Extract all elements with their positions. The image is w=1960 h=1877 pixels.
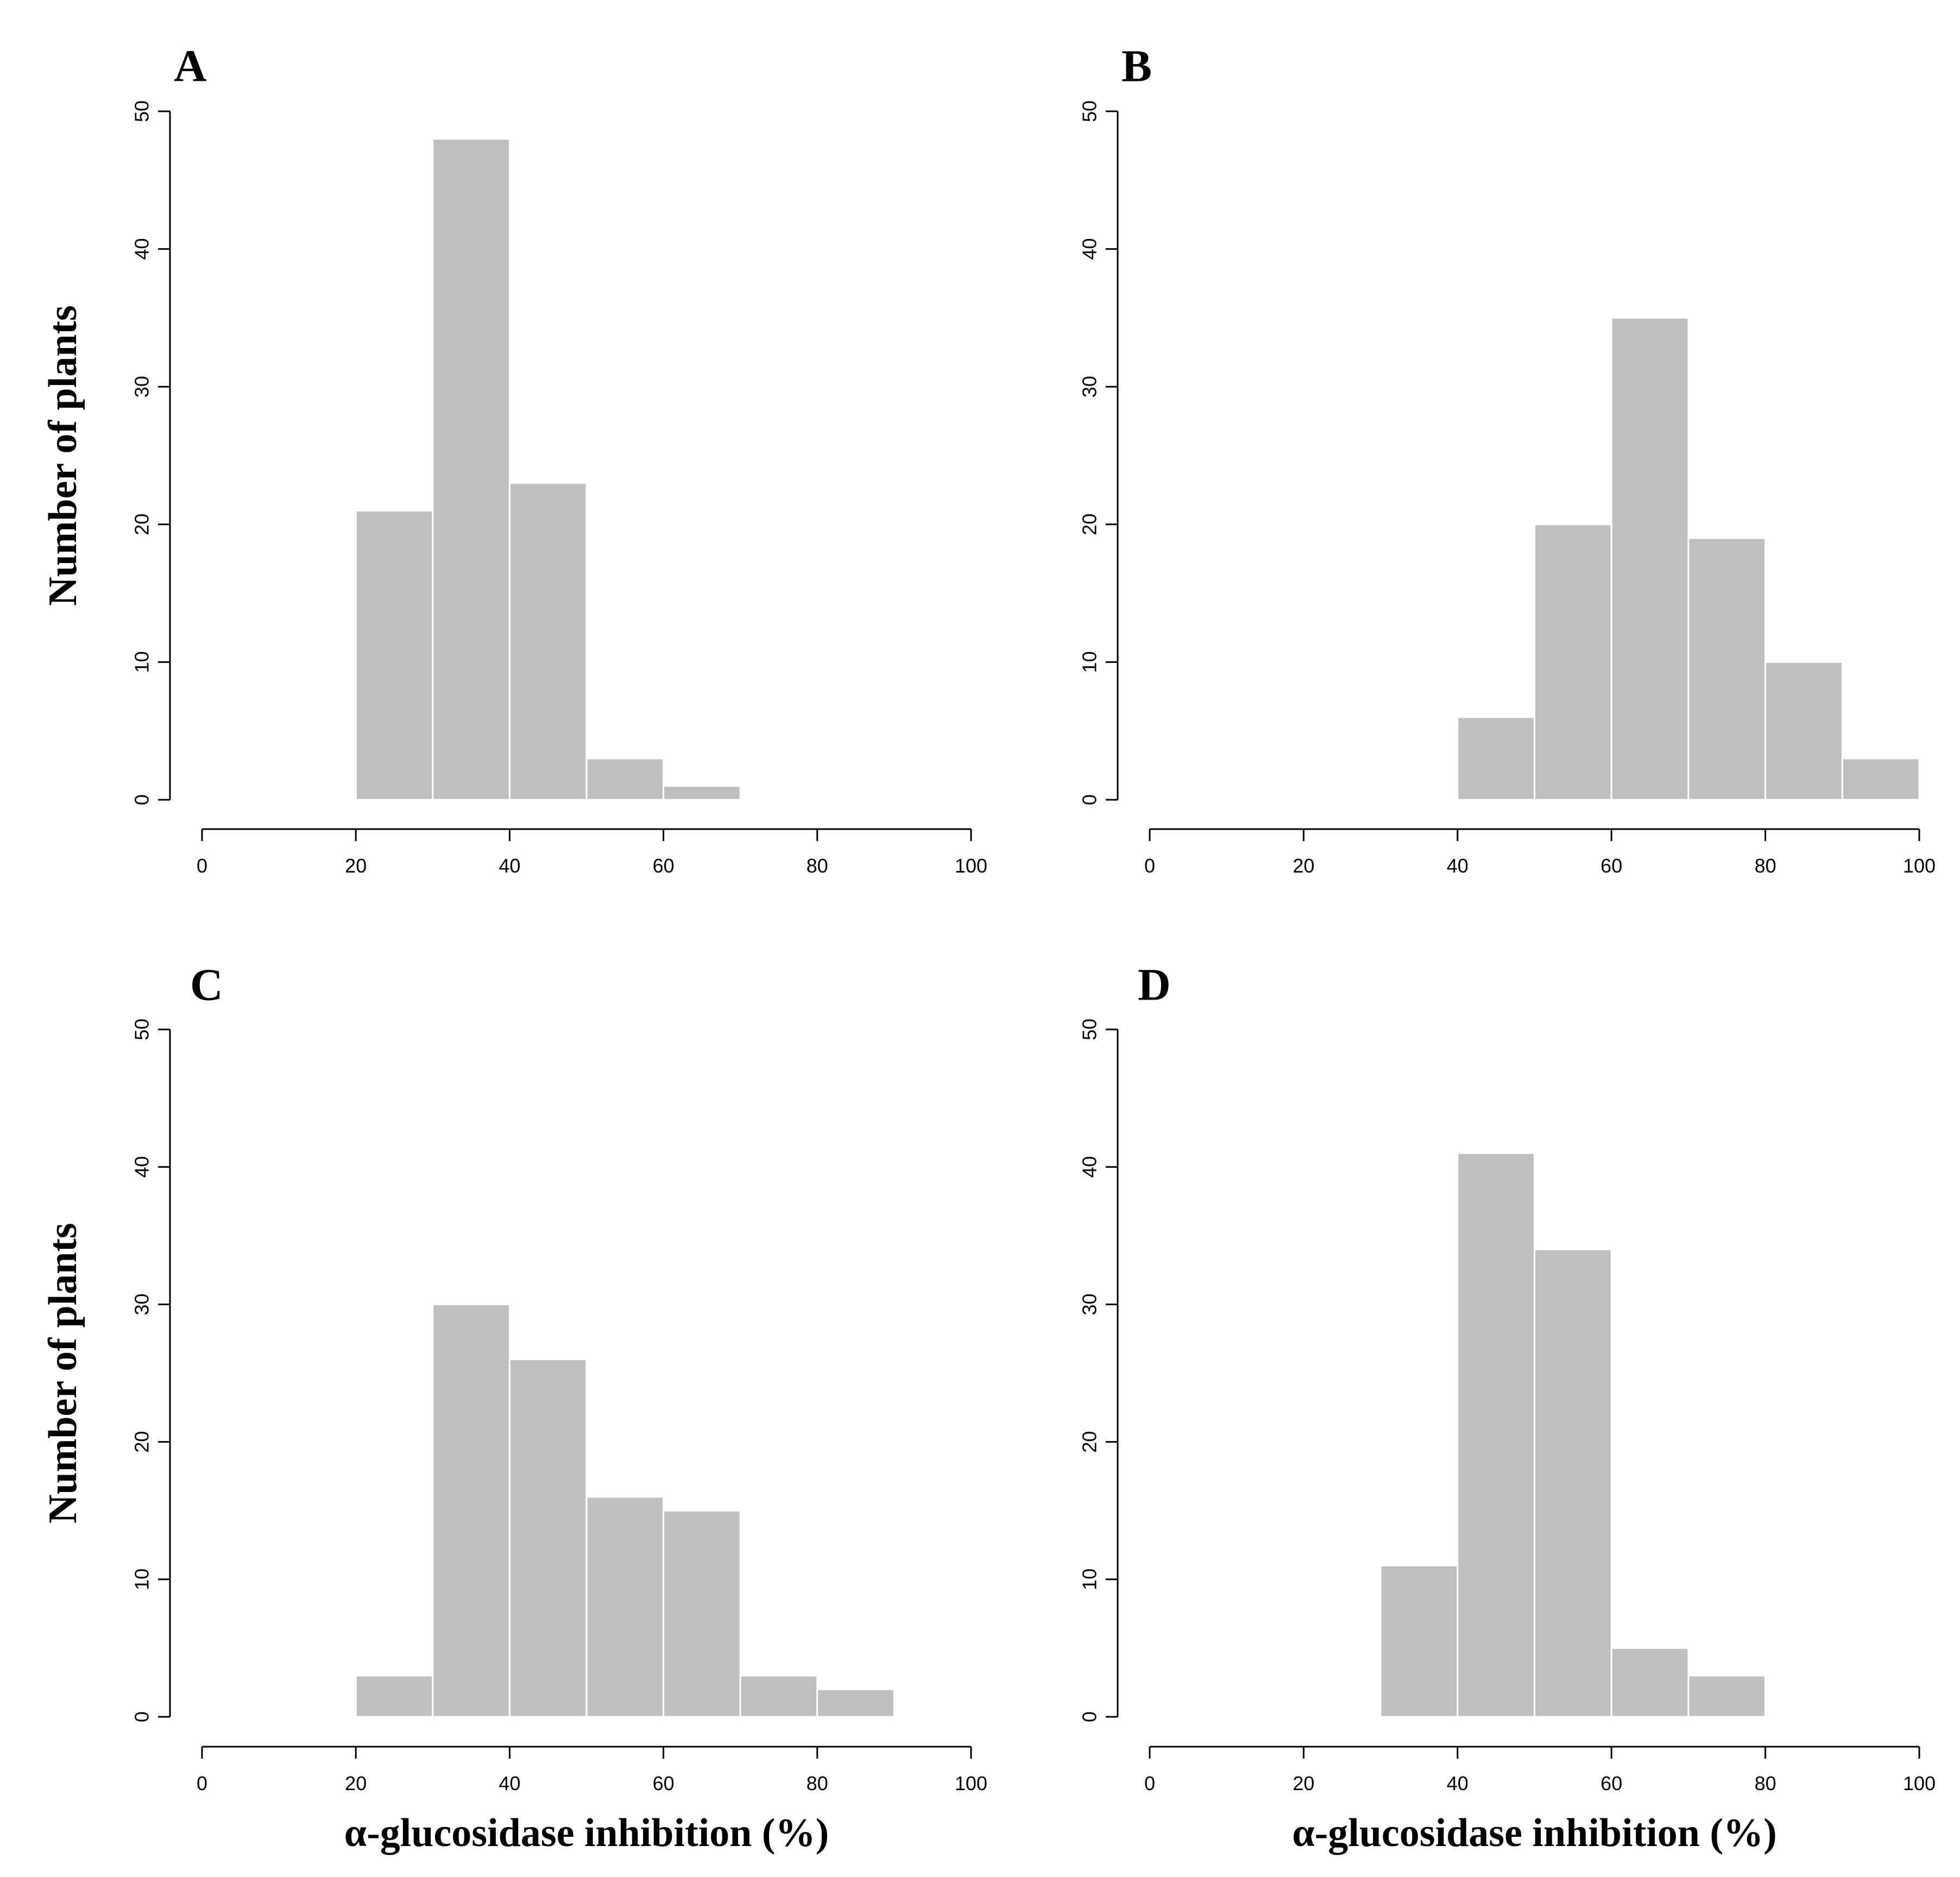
x-tick-label: 40 [1447, 1772, 1469, 1794]
y-tick-label: 0 [131, 1711, 153, 1722]
panel-a: 0 10 20 30 40 50 0 20 40 60 80 100 A Number of plants [41, 41, 987, 877]
x-axis-title: α-glucosidase inhibition (%) [1292, 1811, 1776, 1855]
x-tick-label: 80 [1755, 855, 1776, 877]
bar-60-70 [1610, 317, 1690, 801]
bar-30-40 [1379, 1564, 1459, 1718]
y-tick-label: 30 [131, 1293, 153, 1315]
panel-letter: A [174, 41, 207, 91]
x-tick-label: 60 [1600, 855, 1622, 877]
x-tick-label: 0 [1144, 1772, 1155, 1794]
x-tick-label: 100 [955, 1772, 987, 1794]
y-tick-label: 40 [1079, 1156, 1101, 1178]
panel-b: 0 10 20 30 40 50 0 20 40 60 80 100 B [1079, 41, 1936, 877]
bar-60-70 [1610, 1647, 1690, 1718]
panel-d: 0 10 20 30 40 50 0 20 40 60 80 100 Dα-glucosidase in… [1079, 959, 1936, 1855]
y-tick-label: 10 [131, 1569, 153, 1590]
x-tick-label: 80 [1755, 1772, 1776, 1794]
y-tick-label: 30 [131, 376, 153, 397]
y-tick-label: 0 [1079, 1711, 1101, 1722]
y-tick-label: 0 [1079, 794, 1101, 805]
bar-50-60 [1534, 523, 1612, 801]
x-tick-label: 0 [1144, 855, 1155, 877]
y-axis-title: Number of plants [41, 305, 85, 606]
x-tick-label: 20 [1293, 1772, 1314, 1794]
bar-40-50 [508, 1358, 588, 1718]
panel-letter: C [190, 959, 223, 1010]
bar-50-60 [585, 1496, 665, 1718]
x-tick-label: 80 [806, 855, 828, 877]
panel-letter: D [1138, 959, 1171, 1010]
bar-20-30 [355, 1674, 434, 1718]
bar-30-40 [432, 138, 511, 801]
y-tick-label: 50 [131, 1019, 153, 1040]
bar-80-90 [1764, 661, 1843, 801]
panel-letter: B [1121, 41, 1152, 91]
y-axis-title: Number of plants [41, 1223, 85, 1524]
y-tick-label: 10 [1079, 651, 1101, 673]
y-tick-label: 0 [131, 794, 153, 805]
x-tick-label: 40 [1447, 855, 1469, 877]
bar-70-80 [1687, 537, 1767, 801]
y-tick-label: 40 [1079, 238, 1101, 260]
bar-40-50 [1457, 1152, 1536, 1718]
bar-70-80 [1687, 1674, 1767, 1718]
bar-60-70 [663, 785, 741, 801]
y-tick-label: 20 [1079, 514, 1101, 535]
x-tick-label: 20 [345, 855, 367, 877]
bar-40-50 [508, 482, 588, 801]
x-tick-label: 20 [1293, 855, 1314, 877]
x-tick-label: 40 [499, 855, 520, 877]
x-tick-label: 60 [1600, 1772, 1622, 1794]
y-tick-label: 20 [131, 514, 153, 535]
y-tick-label: 40 [131, 1156, 153, 1178]
y-tick-label: 10 [131, 651, 153, 673]
y-tick-label: 20 [131, 1431, 153, 1453]
x-tick-label: 0 [197, 1772, 207, 1794]
y-tick-label: 40 [131, 238, 153, 260]
x-tick-label: 40 [499, 1772, 520, 1794]
panel-c: 0 10 20 30 40 50 0 20 40 60 80 100 C Number of plants… [41, 959, 987, 1855]
bar-50-60 [1534, 1248, 1612, 1718]
bar-20-30 [355, 509, 434, 801]
x-tick-label: 60 [653, 855, 675, 877]
y-tick-label: 30 [1079, 376, 1101, 397]
x-tick-label: 20 [345, 1772, 367, 1794]
y-tick-label: 20 [1079, 1431, 1101, 1453]
y-tick-label: 50 [131, 100, 153, 122]
x-tick-label: 100 [1903, 1772, 1936, 1794]
bar-30-40 [432, 1303, 511, 1718]
x-tick-label: 60 [653, 1772, 675, 1794]
x-tick-label: 100 [1903, 855, 1936, 877]
x-tick-label: 0 [197, 855, 207, 877]
x-tick-label: 100 [955, 855, 987, 877]
y-tick-label: 50 [1079, 1019, 1101, 1040]
bar-80-90 [816, 1688, 895, 1718]
x-axis-title: α-glucosidase inhibition (%) [344, 1811, 829, 1855]
bar-70-80 [739, 1674, 818, 1718]
x-tick-label: 80 [806, 1772, 828, 1794]
bar-50-60 [585, 757, 665, 801]
y-tick-label: 30 [1079, 1293, 1101, 1315]
bar-40-50 [1457, 716, 1536, 801]
y-tick-label: 50 [1079, 100, 1101, 122]
bar-90-100 [1841, 757, 1920, 801]
y-tick-label: 10 [1079, 1569, 1101, 1590]
bar-60-70 [663, 1509, 741, 1718]
